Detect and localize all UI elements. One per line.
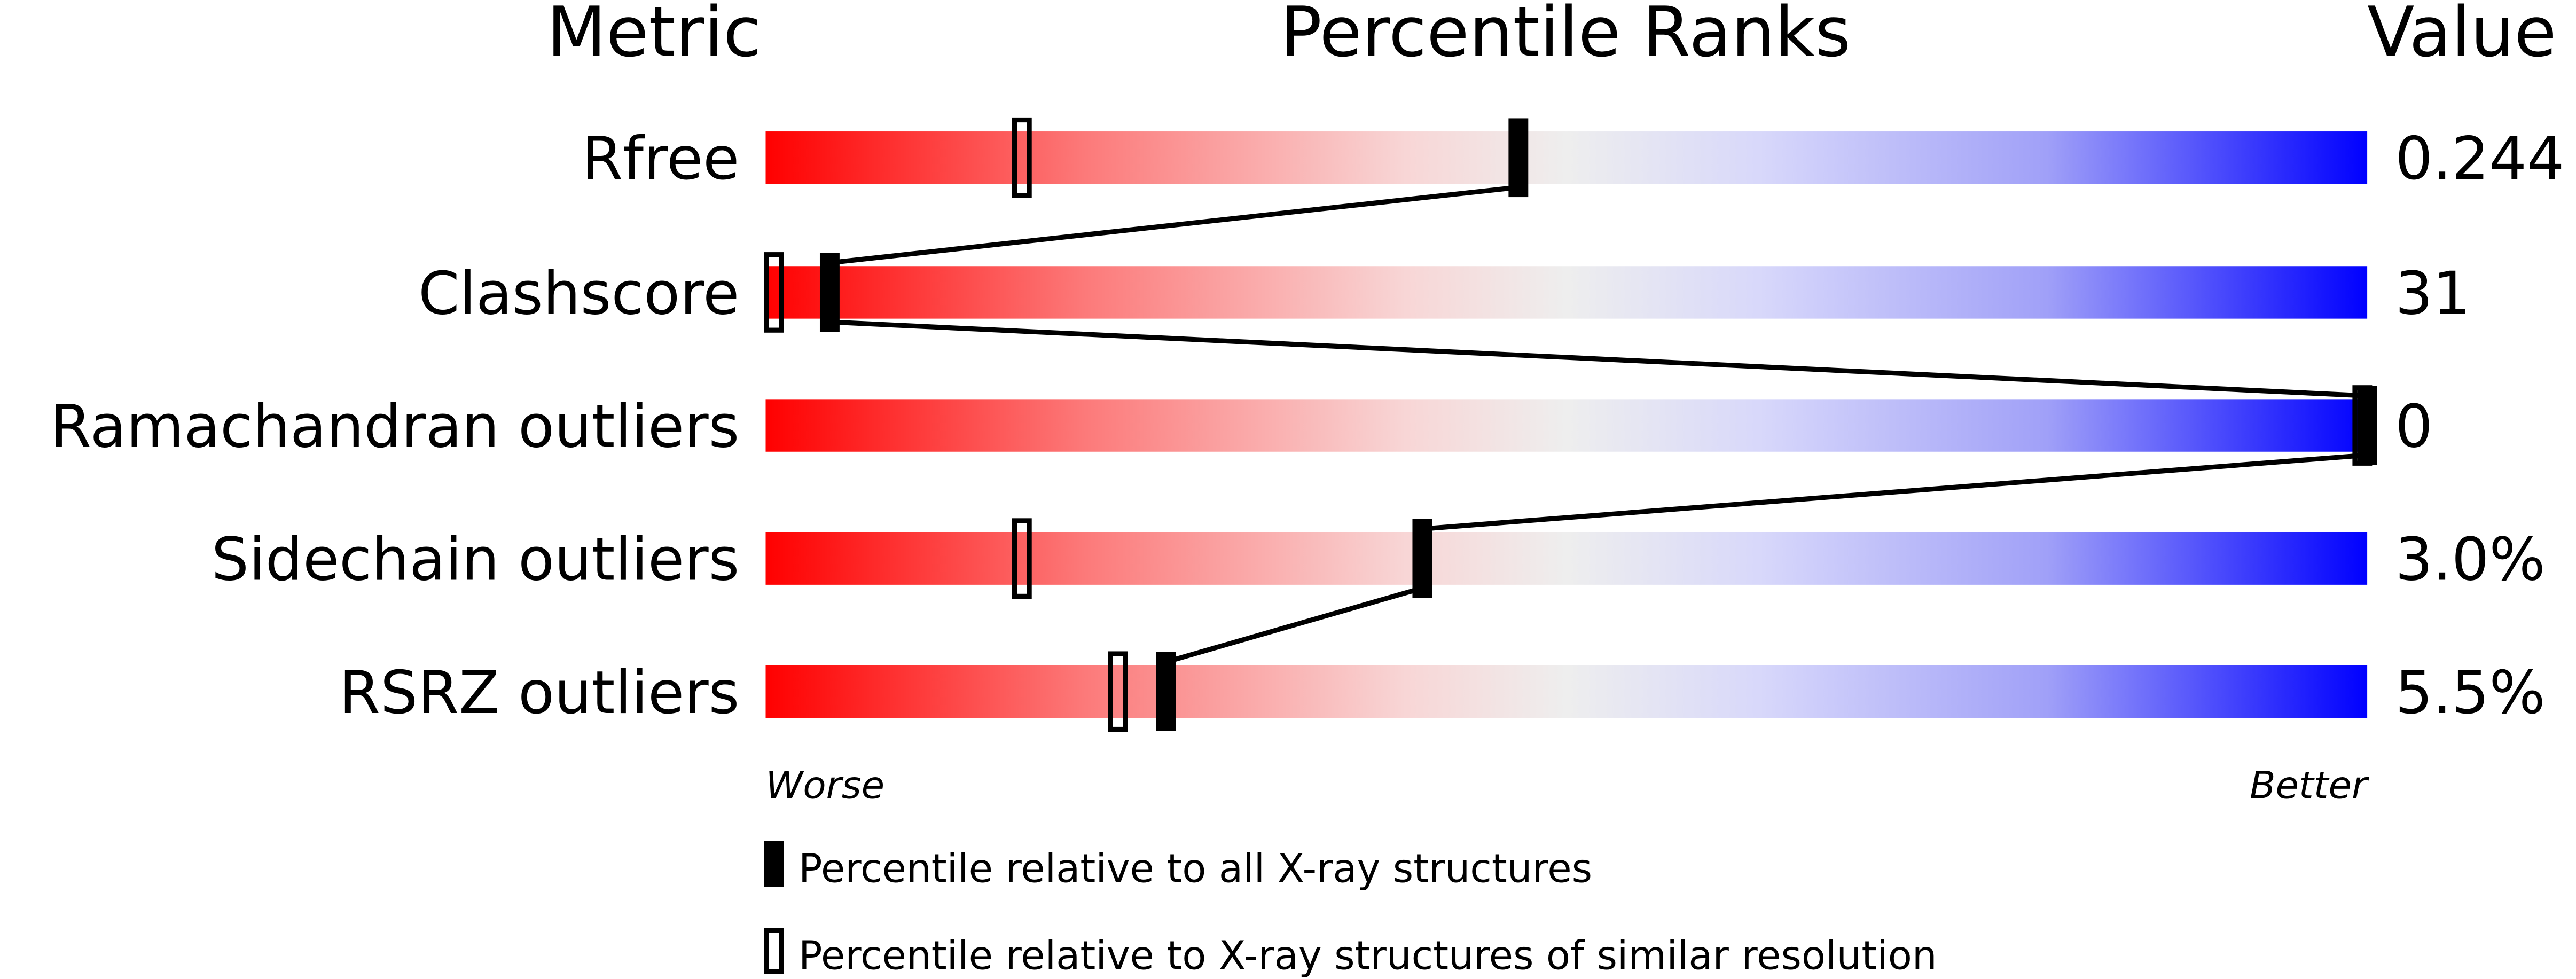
percentile-bar — [765, 665, 2368, 718]
percentile-bar — [765, 131, 2368, 184]
metric-value: 0 — [2395, 393, 2432, 461]
percentile-bar — [765, 266, 2368, 319]
connector-line — [1165, 585, 1423, 664]
similar-resolution-marker — [1108, 651, 1128, 732]
metric-label: Ramachandran outliers — [50, 393, 739, 461]
similar-resolution-marker — [1012, 117, 1032, 198]
similar-resolution-marker — [764, 252, 784, 333]
header-value: Value — [2367, 0, 2557, 73]
all-structures-marker — [2357, 386, 2377, 465]
legend-filled-marker-icon — [764, 841, 784, 887]
percentile-bar — [765, 532, 2368, 585]
metric-value: 5.5% — [2395, 659, 2545, 727]
all-structures-marker — [1508, 118, 1529, 198]
metric-value: 0.244 — [2395, 124, 2564, 193]
connector-line — [829, 319, 2368, 398]
better-label: Better — [2250, 763, 2369, 808]
metric-label: RSRZ outliers — [339, 659, 739, 727]
metric-value: 31 — [2395, 259, 2470, 328]
metric-label: Clashscore — [418, 259, 739, 328]
legend-all-structures: Percentile relative to all X-ray structu… — [798, 846, 1592, 892]
legend-similar-resolution: Percentile relative to X-ray structures … — [798, 933, 1937, 979]
all-structures-marker — [819, 253, 840, 332]
similar-resolution-marker — [1012, 518, 1032, 599]
connector-line — [829, 185, 1519, 265]
all-structures-marker — [1412, 519, 1432, 598]
header-percentile-ranks: Percentile Ranks — [1280, 0, 1851, 73]
percentile-bar — [765, 399, 2368, 452]
metric-label: Sidechain outliers — [212, 526, 740, 594]
header-metric: Metric — [547, 0, 762, 73]
legend-open-marker-icon — [764, 928, 784, 974]
metric-value: 3.0% — [2395, 526, 2545, 594]
worse-label: Worse — [765, 763, 884, 808]
connector-line — [1422, 452, 2368, 531]
metric-label: Rfree — [582, 124, 739, 193]
all-structures-marker — [1156, 652, 1176, 731]
